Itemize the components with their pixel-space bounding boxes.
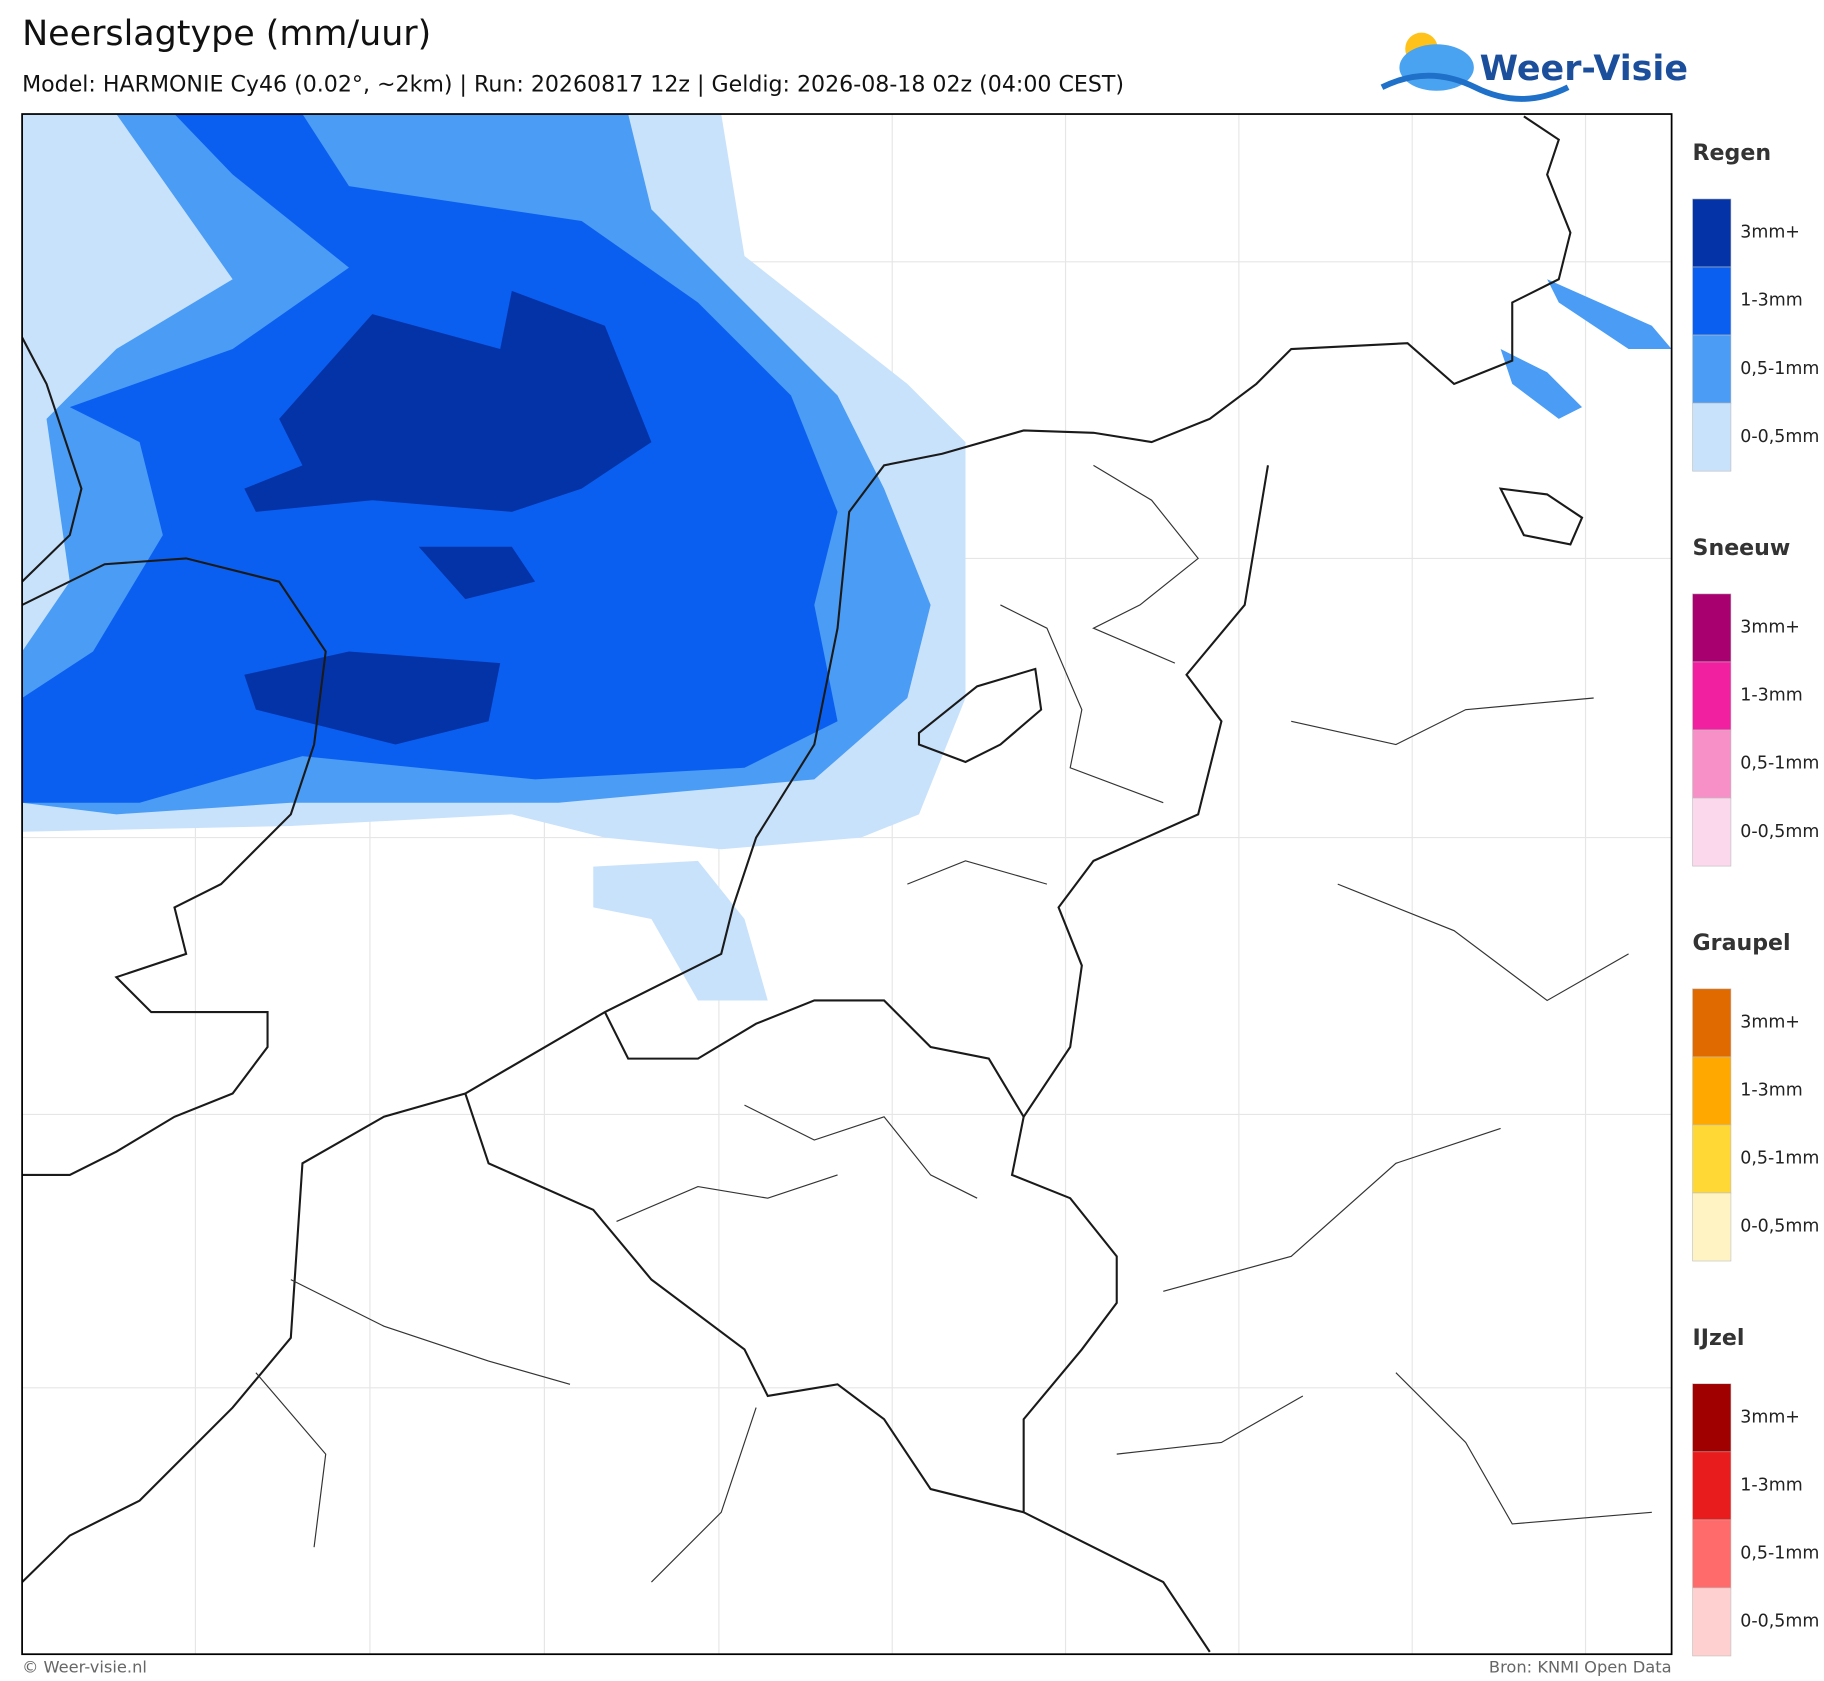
legend-label: 3mm+ — [1740, 618, 1800, 638]
legend-swatch — [1692, 198, 1732, 268]
logo-text: Weer-Visie — [1480, 49, 1688, 89]
legend-swatch — [1692, 988, 1732, 1058]
legend-swatch — [1692, 334, 1732, 404]
coastline — [917, 667, 1043, 764]
legend-swatch — [1692, 729, 1732, 799]
legend-label: 0,5-1mm — [1740, 1544, 1819, 1564]
legend-swatch — [1692, 266, 1732, 336]
legend-group-title: Sneeuw — [1693, 535, 1791, 561]
legend-label: 3mm+ — [1740, 1013, 1800, 1033]
legend-label: 0-0,5mm — [1740, 822, 1819, 842]
legend-label: 0-0,5mm — [1740, 1217, 1819, 1237]
legend-label: 0,5-1mm — [1740, 359, 1819, 379]
map — [22, 114, 1672, 1655]
legend-swatch — [1692, 1587, 1732, 1657]
legend-label: 0,5-1mm — [1740, 754, 1819, 774]
legend-swatch — [1692, 1519, 1732, 1589]
legend-label: 1-3mm — [1740, 1081, 1802, 1101]
legend-label: 0,5-1mm — [1740, 1149, 1819, 1169]
country-border — [464, 1093, 1024, 1514]
country-border — [1010, 465, 1269, 1653]
legend-label: 0-0,5mm — [1740, 1612, 1819, 1632]
legend-group-title: IJzel — [1693, 1325, 1745, 1351]
subtitle: Model: HARMONIE Cy46 (0.02°, ~2km) | Run… — [22, 71, 1124, 97]
coastline — [22, 557, 327, 1176]
title: Neerslagtype (mm/uur) — [22, 14, 431, 54]
legend-label: 3mm+ — [1740, 1407, 1800, 1427]
coastlines — [22, 115, 1584, 1583]
legend-swatch — [1692, 797, 1732, 867]
legend-swatch — [1692, 402, 1732, 472]
legend-swatch — [1692, 1192, 1732, 1262]
coastline — [1498, 487, 1584, 546]
rain-light — [593, 860, 768, 1001]
logo-wave — [1380, 72, 1570, 102]
footer-right: Bron: KNMI Open Data — [1489, 1658, 1672, 1677]
coastline — [22, 336, 83, 583]
legend-swatch — [1692, 1056, 1732, 1126]
legend-swatch — [1692, 1383, 1732, 1453]
logo: Weer-Visie — [1380, 32, 1688, 102]
coastline — [22, 115, 1572, 1583]
legend: Regen 3mm+ 1-3mm 0,5-1mm 0-0,5mm Sneeuw 3mm+ 1-… — [1692, 140, 1819, 1657]
rain-very-heavy — [244, 290, 652, 745]
legend-label: 1-3mm — [1740, 686, 1802, 706]
legend-label: 0-0,5mm — [1740, 427, 1819, 447]
legend-swatch — [1692, 1451, 1732, 1521]
legend-group-title: Graupel — [1693, 930, 1791, 956]
legend-swatch — [1692, 661, 1732, 731]
legend-swatch — [1692, 593, 1732, 663]
map-frame — [21, 113, 1673, 1656]
legend-label: 3mm+ — [1740, 223, 1800, 243]
footer-left: © Weer-visie.nl — [22, 1658, 147, 1677]
legend-group-title: Regen — [1693, 140, 1772, 166]
legend-swatch — [1692, 1124, 1732, 1194]
borders — [255, 464, 1652, 1653]
legend-label: 1-3mm — [1740, 291, 1802, 311]
country-border — [603, 999, 1025, 1118]
region-border — [255, 464, 1652, 1583]
legend-label: 1-3mm — [1740, 1476, 1802, 1496]
rain-moderate — [1500, 279, 1672, 419]
precipitation — [22, 114, 1672, 1001]
